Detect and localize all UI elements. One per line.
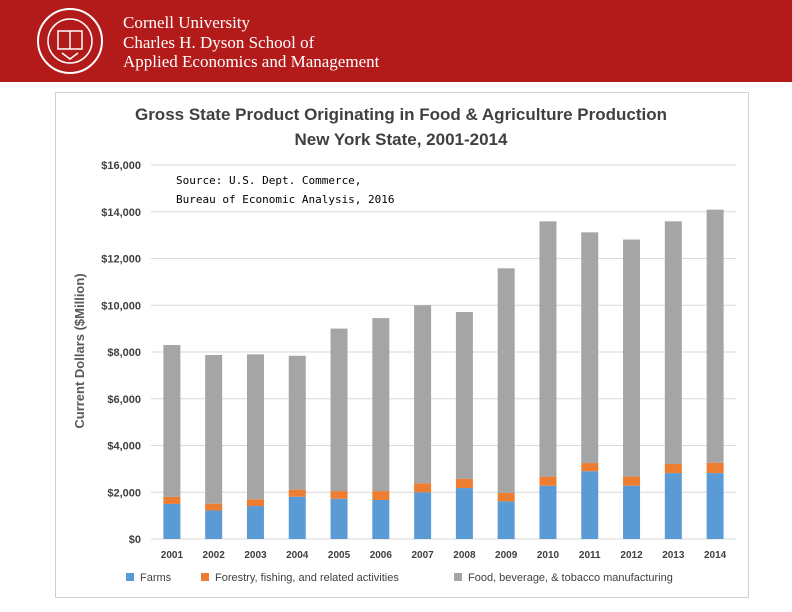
bar-segment-farms-2011 xyxy=(581,471,599,539)
x-tick-label: 2009 xyxy=(495,550,518,561)
bar-segment-farms-2002 xyxy=(205,510,223,539)
x-tick-label: 2010 xyxy=(537,550,560,561)
bar-segment-food-2004 xyxy=(288,355,306,490)
chart-subtitle: New York State, 2001-2014 xyxy=(295,130,508,149)
bar-segment-farms-2005 xyxy=(330,498,348,539)
bar-segment-food-2008 xyxy=(455,312,473,479)
y-tick-label: $16,000 xyxy=(101,160,141,172)
bar-segment-food-2011 xyxy=(581,232,599,464)
bar-segment-forestry-2012 xyxy=(623,476,641,486)
bar-segment-forestry-2014 xyxy=(706,462,724,474)
legend-label: Forestry, fishing, and related activitie… xyxy=(215,572,399,584)
chart-container: Gross State Product Originating in Food … xyxy=(55,92,749,598)
cornell-seal-icon xyxy=(37,8,103,74)
legend-swatch xyxy=(126,573,134,581)
bar-segment-forestry-2002 xyxy=(205,503,223,511)
bar-segment-farms-2010 xyxy=(539,485,557,539)
x-tick-label: 2001 xyxy=(161,550,184,561)
header-banner: Cornell University Charles H. Dyson Scho… xyxy=(0,0,792,82)
x-tick-label: 2011 xyxy=(579,550,601,561)
y-tick-label: $10,000 xyxy=(101,300,141,312)
y-tick-label: $12,000 xyxy=(101,254,141,266)
bar-segment-forestry-2011 xyxy=(581,463,599,472)
x-tick-label: 2002 xyxy=(203,550,226,561)
stacked-bar-chart: Gross State Product Originating in Food … xyxy=(72,105,736,584)
bar-segment-farms-2006 xyxy=(372,499,390,539)
bar-segment-farms-2007 xyxy=(414,492,432,539)
y-tick-label: $4,000 xyxy=(107,441,141,453)
bar-segment-food-2002 xyxy=(205,355,223,504)
bar-segment-forestry-2009 xyxy=(497,492,515,502)
legend-label: Food, beverage, & tobacco manufacturing xyxy=(468,572,673,584)
bar-segment-forestry-2013 xyxy=(664,463,682,474)
x-tick-label: 2014 xyxy=(704,550,727,561)
x-tick-label: 2006 xyxy=(370,550,393,561)
bar-segment-food-2012 xyxy=(623,239,641,477)
bar-segment-food-2007 xyxy=(414,305,432,484)
y-tick-label: $6,000 xyxy=(107,394,141,406)
school-name-line2: Applied Economics and Management xyxy=(123,52,380,71)
bar-segment-food-2014 xyxy=(706,209,724,463)
y-axis-label: Current Dollars ($Million) xyxy=(72,273,87,428)
bar-segment-food-2003 xyxy=(246,354,264,500)
x-tick-label: 2005 xyxy=(328,550,351,561)
bar-segment-food-2013 xyxy=(664,221,682,464)
bar-segment-forestry-2008 xyxy=(455,478,473,489)
bar-segment-food-2005 xyxy=(330,328,348,492)
university-name: Cornell University xyxy=(123,13,251,32)
chart-title: Gross State Product Originating in Food … xyxy=(135,105,667,124)
bar-segment-farms-2013 xyxy=(664,473,682,539)
y-tick-label: $14,000 xyxy=(101,207,141,219)
x-tick-label: 2012 xyxy=(620,550,643,561)
bar-segment-forestry-2010 xyxy=(539,476,557,486)
legend-swatch xyxy=(454,573,462,581)
bar-segment-farms-2009 xyxy=(497,501,515,539)
bar-segment-forestry-2003 xyxy=(246,499,264,507)
x-tick-label: 2003 xyxy=(244,550,267,561)
x-tick-label: 2013 xyxy=(662,550,685,561)
bar-segment-forestry-2006 xyxy=(372,491,390,500)
bar-segment-forestry-2007 xyxy=(414,483,432,493)
bar-segment-forestry-2001 xyxy=(163,496,181,504)
x-tick-label: 2004 xyxy=(286,550,309,561)
x-tick-label: 2007 xyxy=(411,550,434,561)
y-tick-label: $2,000 xyxy=(107,487,141,499)
bar-segment-farms-2012 xyxy=(623,485,641,539)
bar-segment-farms-2014 xyxy=(706,473,724,539)
legend-swatch xyxy=(201,573,209,581)
source-note-line2: Bureau of Economic Analysis, 2016 xyxy=(176,193,395,206)
bar-segment-farms-2008 xyxy=(455,488,473,539)
bar-segment-forestry-2004 xyxy=(288,489,306,497)
bar-segment-farms-2004 xyxy=(288,496,306,539)
bar-segment-farms-2003 xyxy=(246,506,264,539)
school-name-line1: Charles H. Dyson School of xyxy=(123,32,315,52)
bar-segment-food-2001 xyxy=(163,344,181,497)
source-note-line1: Source: U.S. Dept. Commerce, xyxy=(176,174,361,187)
bar-segment-food-2010 xyxy=(539,221,557,477)
bar-segment-food-2009 xyxy=(497,268,515,493)
y-tick-label: $8,000 xyxy=(107,347,141,359)
bar-segment-forestry-2005 xyxy=(330,491,348,499)
bar-segment-farms-2001 xyxy=(163,503,181,539)
x-tick-label: 2008 xyxy=(453,550,476,561)
legend-label: Farms xyxy=(140,572,172,584)
y-tick-label: $0 xyxy=(129,534,141,546)
bar-segment-food-2006 xyxy=(372,318,390,492)
